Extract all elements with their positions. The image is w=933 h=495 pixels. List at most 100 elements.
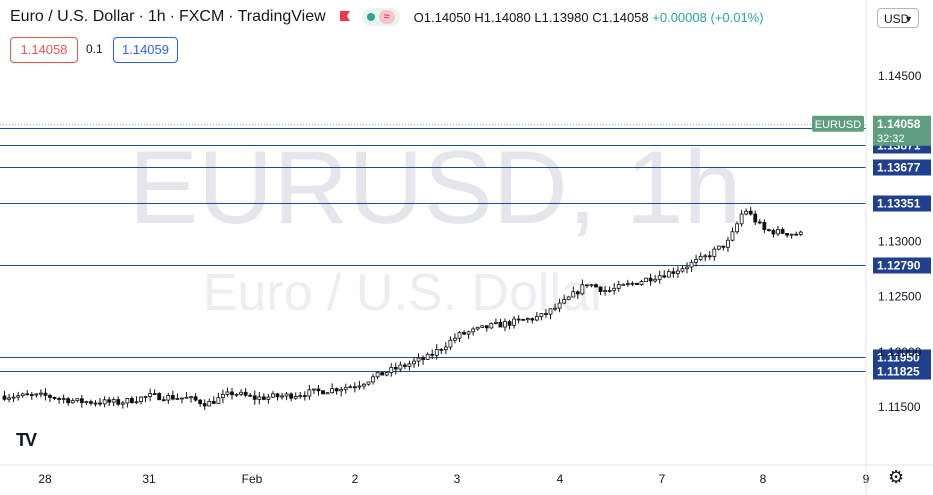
candle-body [621, 283, 626, 286]
price-tick-label: 1.13000 [878, 235, 922, 249]
time-tick-label: 28 [38, 472, 52, 486]
candle-body [562, 299, 567, 304]
candle-body [730, 231, 735, 241]
candle-body [425, 353, 430, 360]
candle-body [466, 331, 471, 335]
currency-select[interactable]: USD ▼ [877, 8, 919, 28]
candle-body [75, 398, 80, 401]
candle-body [389, 367, 394, 373]
symbol-tag: EURUSD [815, 119, 862, 131]
candle-body [794, 233, 799, 236]
candle-body [767, 229, 771, 232]
candle-body [516, 318, 521, 321]
candle-body [616, 284, 621, 289]
candle-body [776, 229, 780, 235]
candle-body [316, 388, 321, 392]
candle-body [189, 396, 193, 399]
chart-header: Euro / U.S. Dollar · 1h · FXCM · Trading… [10, 8, 764, 26]
candle-body [712, 248, 717, 257]
candle-body [111, 399, 116, 403]
symbol-name[interactable]: Euro / U.S. Dollar [10, 8, 135, 25]
separator: · [138, 8, 144, 25]
candle-body [321, 390, 325, 395]
candle-body [225, 391, 230, 395]
interval[interactable]: 1h [147, 8, 166, 25]
candle-body [566, 296, 571, 300]
candle-body [52, 397, 57, 399]
tradingview-logo-icon[interactable]: TV [16, 430, 37, 450]
price-tick-label: 1.12500 [878, 290, 922, 304]
close-value: C1.14058 [592, 9, 649, 25]
open-value: O1.14050 [413, 9, 471, 25]
candle-body [11, 396, 16, 399]
candle-body [325, 392, 330, 395]
candle-body [157, 393, 162, 401]
candle-body [507, 321, 512, 326]
candle-body [252, 395, 257, 400]
candle-body [685, 266, 689, 270]
market-status-icon[interactable]: ≈ [361, 8, 400, 26]
candle-body [357, 385, 362, 388]
candle-body [571, 291, 576, 298]
candle-body [334, 388, 339, 392]
candle-body [230, 391, 234, 396]
time-tick-label: Feb [242, 472, 263, 486]
candle-body [557, 302, 562, 309]
candle-body [20, 393, 25, 397]
candle-body [43, 392, 48, 396]
candle-body [2, 395, 7, 400]
candle-body [603, 290, 607, 292]
candle-body [698, 255, 703, 260]
candle-body [493, 321, 498, 324]
candle-body [694, 258, 698, 263]
candle-body [266, 396, 271, 400]
buy-button[interactable]: 1.14059 [113, 37, 178, 63]
candle-body [512, 318, 516, 326]
candle-body [207, 400, 212, 407]
candle-body [243, 391, 248, 396]
candle-body [248, 394, 253, 397]
candle-body [139, 396, 143, 403]
level-label: 1.13351 [877, 197, 921, 211]
price-tick-label: 1.14500 [878, 69, 922, 83]
candle-body [735, 223, 739, 233]
candle-body [257, 396, 262, 400]
sell-button[interactable]: 1.14058 [10, 37, 78, 63]
candle-body [89, 401, 93, 404]
candle-body [352, 386, 357, 389]
candle-body [25, 393, 30, 396]
candle-body [757, 221, 762, 224]
level-label-bg [873, 257, 931, 274]
candle-body [298, 395, 303, 397]
candle-body [780, 229, 785, 234]
candle-body [430, 353, 435, 356]
candle-body [666, 271, 671, 278]
candle-body [202, 403, 207, 407]
candle-body [553, 307, 557, 310]
candle-body [120, 402, 125, 405]
flag-icon[interactable] [338, 10, 352, 24]
price-tag: 1.14058 [877, 117, 921, 131]
candle-body [662, 275, 667, 278]
candle-body [443, 346, 448, 351]
candle-body [544, 313, 548, 315]
candle-body [762, 222, 767, 231]
candle-body [102, 399, 107, 405]
candle-body [384, 372, 389, 376]
candle-body [211, 400, 216, 404]
time-tick-label: 2 [352, 472, 359, 486]
gear-icon[interactable]: ⚙ [888, 467, 905, 487]
candle-body [525, 318, 530, 321]
candle-body [676, 270, 680, 274]
candle-body [330, 388, 335, 394]
candle-body [653, 278, 658, 282]
candle-body [280, 395, 284, 398]
candle-body [416, 357, 421, 362]
candle-body [29, 394, 34, 396]
candle-body [125, 397, 130, 404]
candle-body [398, 364, 403, 370]
countdown-tag: 32:32 [877, 133, 905, 145]
candle-body [261, 396, 266, 400]
candle-body [630, 282, 635, 285]
level-label-bg [873, 349, 931, 366]
